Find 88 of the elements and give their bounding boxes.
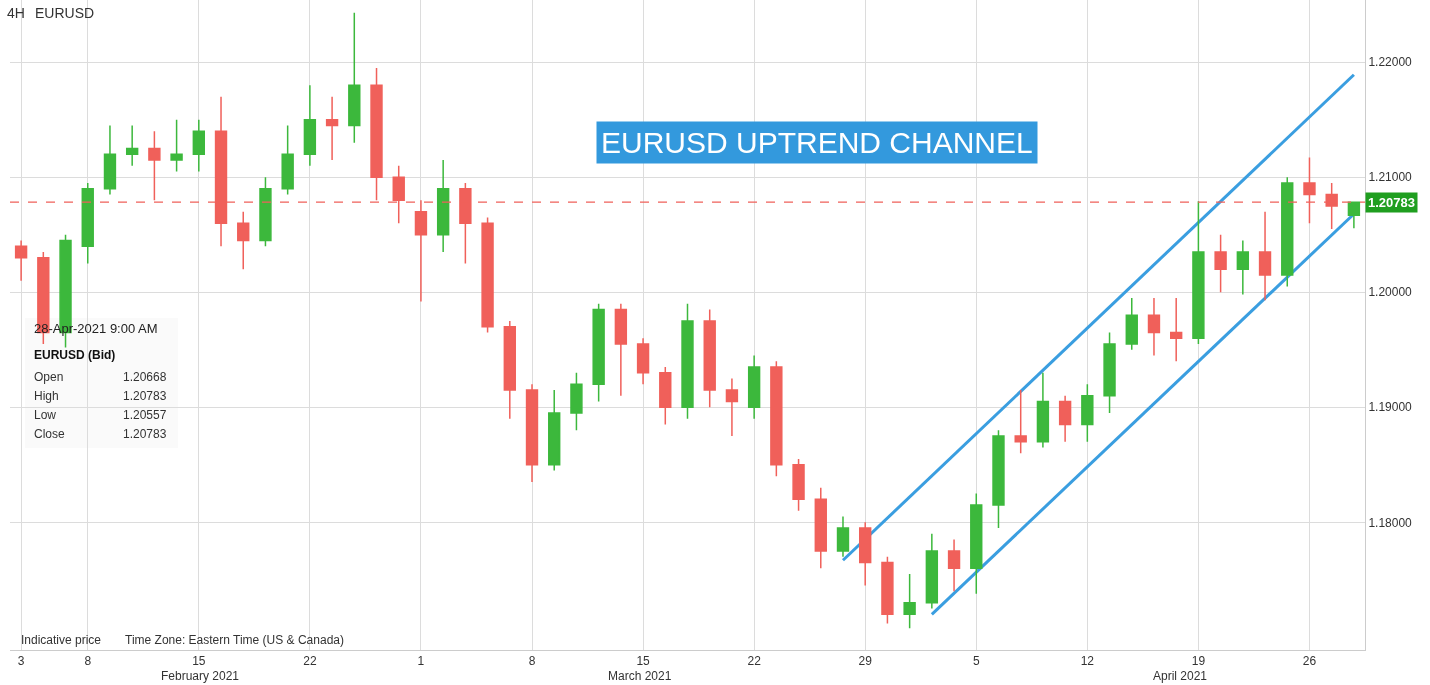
- annotation: Low: [34, 408, 57, 422]
- x-tick-label: 15: [636, 654, 651, 669]
- chart-title: 4H: [7, 5, 25, 21]
- candlestick: [570, 371, 583, 432]
- annotation: Time Zone: Eastern Time (US & Canada): [125, 633, 344, 647]
- annotation: Open: [34, 370, 64, 384]
- candlestick: [970, 492, 983, 595]
- candlestick: [903, 573, 916, 629]
- annotation: Close: [34, 427, 66, 441]
- candlestick: [103, 124, 117, 196]
- candlestick: [414, 199, 428, 303]
- annotation: Indicative price: [21, 633, 102, 647]
- annotation: High: [34, 389, 59, 403]
- x-tick-label: 22: [303, 654, 317, 669]
- x-tick-label: 8: [528, 654, 536, 669]
- x-tick-label: 3: [17, 654, 25, 669]
- candlestick: [636, 337, 650, 385]
- candlestick: [1281, 176, 1294, 288]
- candlestick: [1081, 383, 1094, 443]
- candlestick: [614, 302, 628, 397]
- candlestick: [14, 239, 28, 282]
- y-tick-label: 1.20000: [1368, 285, 1413, 300]
- candlestick: [836, 515, 850, 558]
- candlestick: [747, 354, 761, 420]
- x-tick-label: 12: [1080, 654, 1095, 669]
- candlestick: [1103, 331, 1116, 414]
- candlestick: [992, 429, 1005, 529]
- x-tick-label: 22: [747, 654, 762, 669]
- candlestick: [1125, 297, 1138, 351]
- candlestick: [725, 377, 739, 437]
- candlestick: [281, 124, 294, 196]
- candlestick: [303, 84, 317, 167]
- candlestick: [881, 556, 894, 625]
- candlestick: [503, 320, 516, 420]
- candlestick: [1058, 395, 1072, 443]
- x-tick-label: 19: [1191, 654, 1206, 669]
- candlestick: [1192, 200, 1205, 345]
- text: April 2021: [1153, 669, 1208, 683]
- annotation: EURUSD (Bid): [34, 348, 116, 362]
- chart-subtitle: EURUSD: [35, 5, 95, 21]
- x-tick-label: 1: [417, 654, 425, 669]
- annotation: 1.20783: [123, 389, 167, 403]
- candlestick: [592, 302, 605, 403]
- ref-line-label: 1.20783: [1368, 195, 1415, 210]
- candlestick: [770, 360, 783, 478]
- candlestick: [125, 124, 139, 167]
- annotation: 1.20783: [123, 427, 167, 441]
- x-tick-label: 8: [84, 654, 92, 669]
- x-tick-label: 5: [972, 654, 980, 669]
- candlestick: [1170, 297, 1183, 362]
- y-tick-label: 1.19000: [1368, 400, 1413, 415]
- annotation: 1.20557: [123, 408, 167, 422]
- candlestick: [436, 159, 450, 253]
- candlestick: [525, 383, 539, 483]
- text: March 2021: [608, 669, 672, 683]
- y-tick-label: 1.22000: [1368, 55, 1413, 70]
- candlestick: [81, 182, 94, 265]
- candlestick: [681, 302, 694, 420]
- candlestick: [859, 521, 872, 587]
- candlestick: [1214, 233, 1227, 293]
- candlestick: [237, 210, 250, 270]
- x-tick-label: 15: [192, 654, 206, 669]
- x-tick-label: 26: [1302, 654, 1317, 669]
- candlestick: [947, 538, 961, 593]
- candlestick: [325, 95, 339, 161]
- y-tick-label: 1.18000: [1368, 515, 1413, 530]
- candlestick: [1036, 371, 1050, 449]
- candlestick: [1258, 210, 1272, 302]
- text: February 2021: [161, 669, 240, 683]
- candlestick: [259, 176, 272, 247]
- candlestick: [1347, 201, 1361, 229]
- candlestick: [792, 458, 805, 512]
- candlestick: [1014, 389, 1027, 455]
- x-tick-label: 29: [858, 654, 873, 669]
- candlestick: [192, 118, 205, 173]
- candlestick: [481, 216, 494, 334]
- candlestick: [1147, 297, 1161, 357]
- candlestick: [170, 118, 183, 173]
- candlestick: [1236, 239, 1250, 296]
- candlestick: [703, 308, 716, 409]
- candlestick: [925, 533, 939, 610]
- candlestick: [548, 389, 561, 472]
- candlestick: [348, 11, 361, 144]
- annotation: EURUSD UPTREND CHANNEL: [601, 126, 1033, 159]
- candlestick: [659, 366, 672, 426]
- y-tick-label: 1.21000: [1368, 170, 1413, 185]
- annotation: 1.20668: [123, 370, 167, 384]
- candlestick: [814, 487, 827, 570]
